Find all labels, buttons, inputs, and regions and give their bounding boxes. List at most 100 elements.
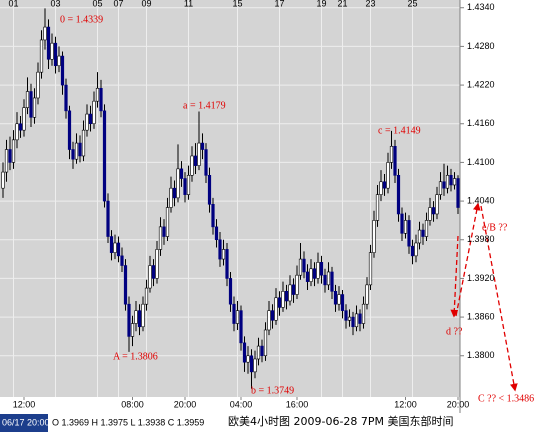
annotation: e/B ?? xyxy=(482,222,508,233)
date-label: 19 xyxy=(316,0,326,8)
candle-body xyxy=(309,268,313,282)
y-tick-label: 1.3980 xyxy=(467,234,495,244)
candle-body xyxy=(162,226,166,237)
candle-body xyxy=(442,181,446,189)
candle-body xyxy=(379,181,383,195)
candle-body xyxy=(15,123,19,141)
candle-body xyxy=(298,258,303,276)
candle-body xyxy=(316,262,320,279)
status-time: 06/17 20:00 xyxy=(2,417,50,427)
candle-body xyxy=(414,242,418,257)
date-label: 03 xyxy=(50,0,60,8)
x-tick-label: 20:00 xyxy=(447,399,470,409)
candle-body xyxy=(183,178,187,195)
date-label: 25 xyxy=(407,0,417,8)
y-tick-label: 1.4040 xyxy=(467,195,495,205)
date-label: 17 xyxy=(274,0,284,8)
x-tick-label: 12:00 xyxy=(13,399,36,409)
candle-body xyxy=(46,26,51,60)
candle-body xyxy=(326,271,331,286)
y-tick-label: 1.3920 xyxy=(467,273,495,283)
candle-body xyxy=(246,355,250,363)
candle-body xyxy=(200,142,205,150)
candle-body xyxy=(113,242,117,253)
candle-body xyxy=(109,236,114,253)
annotation: A = 1.3806 xyxy=(113,351,158,362)
candle-body xyxy=(400,213,404,234)
candle-body xyxy=(424,220,429,237)
grid xyxy=(0,0,460,397)
candle-body xyxy=(277,297,282,308)
candle-body xyxy=(242,342,247,363)
candle-body xyxy=(438,181,443,195)
candle-body xyxy=(169,187,173,208)
status-bar xyxy=(0,413,537,433)
candle-body xyxy=(305,271,310,282)
y-tick-label: 1.3860 xyxy=(467,311,495,321)
candle-body xyxy=(396,174,401,215)
candle-body xyxy=(137,310,142,328)
candle-body xyxy=(267,310,271,331)
candle-body xyxy=(312,268,317,279)
candle-body xyxy=(85,113,89,131)
candle-body xyxy=(148,265,152,289)
annotation: c = 1.4149 xyxy=(378,125,421,136)
candle-body xyxy=(253,358,257,373)
status-ohlc: O 1.3969 H 1.3975 L 1.3938 C 1.3959 xyxy=(52,417,204,427)
candle-body xyxy=(337,294,341,305)
y-tick-label: 1.4280 xyxy=(467,41,495,51)
candle-body xyxy=(295,274,299,295)
candle-body xyxy=(260,345,264,357)
status-time-box xyxy=(0,414,48,432)
candle-body xyxy=(99,87,103,112)
date-label: 01 xyxy=(8,0,18,8)
candle-body xyxy=(120,255,124,266)
candle-body xyxy=(134,310,138,324)
candle-body xyxy=(95,87,100,102)
candle-body xyxy=(361,303,366,324)
candle-body xyxy=(221,249,226,260)
candle-body xyxy=(32,97,37,118)
chart-title: 欧美4小时图 2009-06-28 7PM 美国东部时间 xyxy=(228,414,454,428)
candle-body xyxy=(172,187,177,199)
candle-body xyxy=(449,174,453,186)
y-tick-label: 1.4340 xyxy=(467,2,495,12)
date-label: 09 xyxy=(141,0,151,8)
candle-body xyxy=(57,55,61,67)
candle-body xyxy=(78,142,82,157)
date-label: 21 xyxy=(337,0,347,8)
candle-body xyxy=(29,91,33,118)
candle-body xyxy=(410,245,415,257)
date-label: 11 xyxy=(184,0,193,8)
candle-body xyxy=(211,204,215,228)
candle-body xyxy=(403,220,408,234)
candle-body xyxy=(186,174,191,195)
candle-body xyxy=(1,171,5,189)
candle-body xyxy=(235,310,240,324)
candle-body xyxy=(74,142,79,160)
annotation: 0 = 1.4339 xyxy=(60,14,103,25)
candle-body xyxy=(81,129,86,157)
candle-body xyxy=(193,155,198,166)
candle-body xyxy=(281,291,285,308)
date-label: 07 xyxy=(113,0,123,8)
date-label: 23 xyxy=(365,0,375,8)
date-label: 05 xyxy=(92,0,102,8)
annotation: a = 1.4179 xyxy=(183,100,226,111)
annotation: C ?? < 1.3486 xyxy=(478,393,534,404)
candle-body xyxy=(344,310,348,321)
candle-body xyxy=(39,39,44,73)
candle-body xyxy=(127,303,131,337)
x-tick-label: 12:00 xyxy=(394,399,417,409)
arrow xyxy=(450,235,459,318)
candle-body xyxy=(456,178,460,208)
candle-body xyxy=(270,310,275,321)
y-tick-label: 1.4100 xyxy=(467,157,495,167)
y-tick-label: 1.3800 xyxy=(467,350,495,360)
candle-body xyxy=(347,316,352,321)
candle-body xyxy=(25,91,30,108)
candle-body xyxy=(291,284,296,295)
candle-body xyxy=(386,162,390,189)
